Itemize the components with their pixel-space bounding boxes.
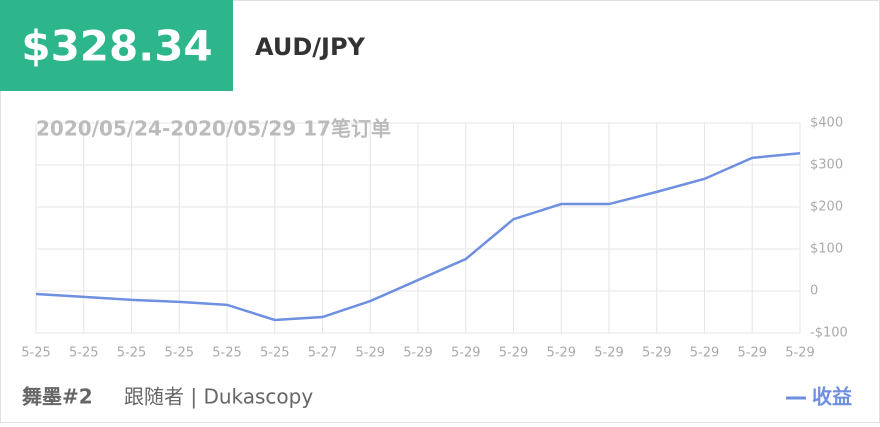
x-tick-label: 5-29 xyxy=(785,346,815,361)
plot: -$100 0 $100 $200 $300 $400 5-25 5-25 5-25 5-25 5-… xyxy=(21,116,848,361)
x-tick-label: 5-27 xyxy=(308,346,338,361)
account: 舞墨#2 xyxy=(22,385,93,409)
y-tick-label: -$100 xyxy=(810,326,848,341)
x-tick-label: 5-29 xyxy=(737,346,767,361)
symbol: AUD/JPY xyxy=(255,33,366,61)
x-tick-label: 5-29 xyxy=(546,346,576,361)
amount: $328.34 xyxy=(21,22,212,71)
x-tick-label: 5-25 xyxy=(117,346,147,361)
y-tick-label: $100 xyxy=(810,242,843,257)
y-tick-label: $200 xyxy=(810,200,843,215)
x-tick-label: 5-29 xyxy=(642,346,672,361)
x-tick-label: 5-29 xyxy=(403,346,433,361)
line-series xyxy=(35,151,801,322)
x-tick-label: 5-29 xyxy=(594,346,624,361)
x-tick-label: 5-25 xyxy=(21,346,51,361)
x-tick-label: 5-25 xyxy=(212,346,242,361)
x-tick-label: 5-29 xyxy=(451,346,481,361)
y-tick-label: 0 xyxy=(810,284,818,299)
y-tick-label: $300 xyxy=(810,158,843,173)
follower: 跟随者 | Dukascopy xyxy=(124,385,313,409)
x-tick-label: 5-25 xyxy=(69,346,99,361)
x-tick-label: 5-29 xyxy=(690,346,720,361)
x-tick-label: 5-29 xyxy=(355,346,385,361)
amount-box xyxy=(0,0,233,91)
y-tick-label: $400 xyxy=(810,116,843,131)
x-tick-label: 5-29 xyxy=(499,346,529,361)
x-tick-label: 5-25 xyxy=(164,346,194,361)
subtitle: 2020/05/24-2020/05/29 17笔订单 xyxy=(36,117,391,141)
legend-label: 收益 xyxy=(812,385,852,409)
x-tick-label: 5-25 xyxy=(260,346,290,361)
